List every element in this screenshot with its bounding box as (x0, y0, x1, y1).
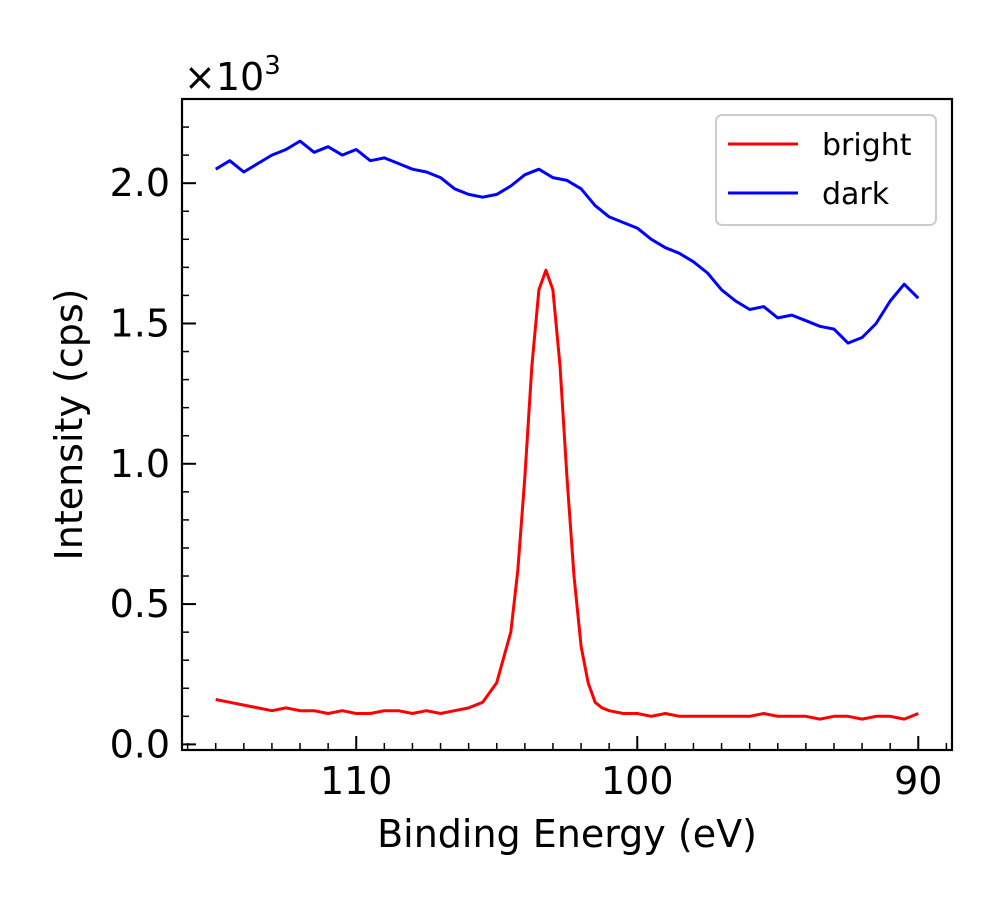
x-tick-label: 90 (894, 759, 942, 803)
y-multiplier-base: ×10 (184, 55, 264, 99)
legend-label-dark: dark (822, 177, 890, 212)
x-axis-label: Binding Energy (eV) (377, 812, 757, 856)
y-tick-label: 1.5 (110, 301, 170, 345)
legend: bright dark (715, 114, 937, 226)
plot-frame (180, 97, 954, 752)
y-multiplier-exponent: 3 (264, 51, 281, 81)
y-tick-label: 0.5 (110, 582, 170, 626)
y-axis-label: Intensity (cps) (47, 289, 91, 561)
legend-label-bright: bright (822, 128, 912, 163)
x-tick-label: 110 (320, 759, 393, 803)
series-line-dark (214, 139, 920, 345)
x-tick-label: 100 (601, 759, 674, 803)
y-axis-multiplier: ×103 (184, 51, 281, 99)
y-tick-label: 0.0 (110, 722, 170, 766)
series-line-bright (215, 268, 919, 721)
plot-layer (214, 139, 920, 721)
y-tick-label: 1.0 (110, 442, 170, 486)
ticks-layer: 110 100 90 0.0 0.5 1.0 1.5 2.0 (110, 98, 948, 803)
y-tick-label: 2.0 (110, 161, 170, 205)
